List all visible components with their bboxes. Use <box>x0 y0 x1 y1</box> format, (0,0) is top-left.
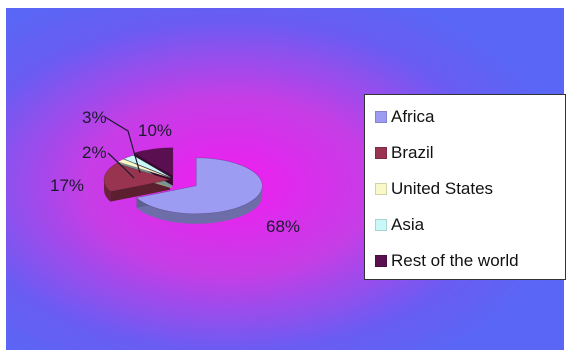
pct-label-asia: 3% <box>82 108 107 127</box>
pct-label-rest-of-world: 10% <box>138 121 172 140</box>
legend-item-africa: Africa <box>375 105 434 129</box>
pct-label-united-states: 2% <box>82 143 107 162</box>
leader-line-united-states <box>107 152 135 179</box>
legend-item-united-states: United States <box>375 177 493 201</box>
legend-swatch-brazil <box>375 147 387 159</box>
legend-label-asia: Asia <box>391 215 425 234</box>
legend: Africa Brazil United States Asia Rest of… <box>364 94 566 280</box>
legend-swatch-africa <box>375 111 387 123</box>
pie-side-brazil <box>104 179 111 202</box>
legend-label-united-states: United States <box>391 179 494 198</box>
pie-edge-brazil-0 <box>110 179 171 202</box>
legend-item-asia: Asia <box>375 213 424 237</box>
legend-item-brazil: Brazil <box>375 141 434 165</box>
legend-label-rest-of-world: Rest of the world <box>391 251 519 270</box>
pie-side-africa <box>136 185 263 224</box>
legend-swatch-asia <box>375 219 387 231</box>
leader-line-asia <box>104 116 141 174</box>
pie-slice-brazil <box>103 162 171 192</box>
pct-label-africa: 68% <box>266 217 300 236</box>
pie-slice-africa <box>135 157 263 215</box>
legend-swatch-united-states <box>375 183 387 195</box>
legend-label-brazil: Brazil <box>391 143 434 162</box>
legend-swatch-rest-of-world <box>375 255 387 267</box>
pie-chart: 68% 17% 2% 3% 10% <box>50 108 300 236</box>
pct-label-brazil: 17% <box>50 176 84 195</box>
legend-label-africa: Africa <box>391 107 435 126</box>
legend-item-rest-of-world: Rest of the world <box>375 249 519 273</box>
chart-area: 68% 17% 2% 3% 10% Africa Brazil United State… <box>6 8 566 350</box>
